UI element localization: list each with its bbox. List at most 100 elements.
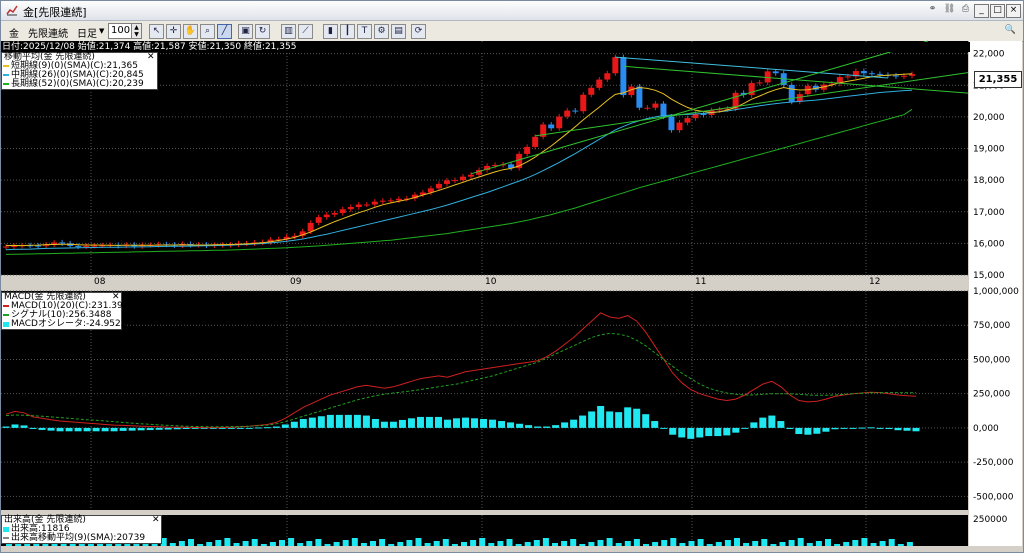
unlink-icon[interactable]: ⛓ (943, 4, 956, 14)
candle-body (764, 71, 771, 83)
close-button[interactable]: × (1006, 4, 1021, 18)
volume-bar (15, 542, 22, 546)
macd-osc-bar (741, 427, 749, 429)
macd-legend-macd-label: MACD(10)(20)(C):231.3965 (11, 301, 135, 311)
candle-body (35, 245, 42, 247)
trend-line-icon[interactable]: ⟋ (298, 24, 313, 39)
ma-legend-long: 長期線(52)(0)(SMA)(C):20,239 (2, 80, 157, 89)
macd-osc-bar (65, 427, 73, 432)
volume-bar (770, 544, 777, 546)
volume-bar (743, 543, 750, 546)
candle-body (451, 180, 458, 182)
sync-icon[interactable]: ⟳ (411, 24, 426, 39)
text-icon[interactable]: T (357, 24, 372, 39)
candle-body (532, 136, 539, 147)
volume-bar (806, 543, 813, 546)
macd-osc-bar (822, 427, 830, 432)
maximize-button[interactable]: □ (990, 4, 1005, 18)
candle-icon[interactable]: ┃ (340, 24, 355, 39)
signal-line (5, 332, 916, 428)
pointer-icon[interactable]: ↖ (149, 24, 164, 39)
macd-tick-label: 250,000 (973, 390, 1010, 400)
refresh-icon[interactable]: ↻ (255, 24, 270, 39)
volume-bar (78, 542, 85, 546)
window-title: 金[先限連続] (23, 6, 87, 19)
volume-legend-ma: 出来高移動平均(9)(SMA):20739 (2, 534, 161, 543)
macd-osc-bar (534, 426, 542, 428)
window-icon[interactable]: ▣ (238, 24, 253, 39)
macd-legend[interactable]: MACD(金 先限連続) ✕ MACD(10)(20)(C):231.3965 … (1, 292, 134, 330)
chart-type-icon[interactable]: ▥ (281, 24, 296, 39)
volume-bar (178, 541, 185, 546)
volume-tick-label: 250000 (973, 515, 1008, 525)
volume-bar (888, 539, 895, 546)
layout-icon[interactable]: ▤ (391, 24, 406, 39)
macd-panel (1, 291, 968, 510)
bar-count-spinner[interactable]: ▲ ▼ (131, 23, 142, 39)
close-icon[interactable]: ✕ (147, 52, 155, 62)
macd-osc-bar (11, 424, 19, 428)
ma-legend[interactable]: 移動平均(金 先限連続) ✕ 短期線(9)(0)(SMA)(C):21,365 … (1, 52, 158, 90)
volume-bar (360, 543, 367, 546)
volume-bar (715, 542, 722, 546)
volume-bar (42, 543, 49, 546)
crosshair-icon[interactable]: ✛ (166, 24, 181, 39)
macd-osc-bar (353, 414, 361, 428)
x-tick-label: 10 (485, 277, 497, 287)
macd-osc-bar (687, 427, 695, 439)
volume-bar (688, 541, 695, 546)
candle-body (676, 122, 683, 131)
contract-selector[interactable]: 先限連続 (28, 29, 68, 40)
candle-body (419, 192, 426, 195)
link-icon[interactable]: ⚭ (928, 4, 937, 14)
ma-legend-title: 移動平均(金 先限連続) (4, 52, 95, 62)
candle-body (620, 57, 627, 96)
symbol-selector[interactable]: 金 (9, 29, 19, 40)
volume-bar (306, 541, 313, 546)
hand-icon[interactable]: ✋ (183, 24, 198, 39)
macd-osc-bar (597, 405, 605, 428)
macd-osc-bar (705, 427, 713, 437)
period-dropdown-icon[interactable]: ▼ (99, 27, 105, 35)
macd-tick-label: -500,000 (973, 492, 1014, 502)
candle-body (363, 204, 370, 206)
candle-body (909, 74, 915, 76)
macd-osc-bar (20, 425, 28, 428)
candle-body (868, 73, 875, 75)
macd-tick-label: -250,000 (973, 458, 1014, 468)
candle-body (588, 87, 595, 95)
candle-body (660, 103, 667, 117)
print-icon[interactable]: ⎙ (961, 4, 970, 14)
macd-osc-bar (299, 418, 307, 428)
close-icon[interactable]: ✕ (152, 515, 160, 525)
candle-body (524, 146, 531, 154)
candle-body (892, 75, 899, 77)
bar-chart-icon[interactable]: ▮ (323, 24, 338, 39)
candle-body (516, 153, 523, 169)
candle-body (403, 198, 410, 200)
macd-osc-bar (579, 415, 587, 428)
volume-bar (615, 543, 622, 546)
volume-bar (160, 538, 167, 546)
period-selector[interactable]: 日足 (77, 29, 97, 40)
candle-body (572, 110, 579, 112)
title-bar: 金[先限連続] ⚭ ⛓ ⎙ _ □ × (1, 1, 1023, 21)
macd-osc-bar (110, 427, 118, 432)
volume-legend[interactable]: 出来高(金 先限連続) ✕ 出来高:11816 出来高移動平均(9)(SMA):… (1, 515, 162, 544)
minimize-button[interactable]: _ (974, 4, 989, 18)
volume-legend-title: 出来高(金 先限連続) (4, 515, 86, 525)
search-icon[interactable]: 🔍 (1004, 25, 1017, 35)
close-icon[interactable]: ✕ (112, 292, 120, 302)
macd-osc-bar (750, 422, 758, 428)
macd-osc-bar (200, 427, 208, 429)
settings-icon[interactable]: ⚙ (374, 24, 389, 39)
draw-icon[interactable]: ╱ (217, 24, 232, 39)
volume-bar (397, 542, 404, 546)
zoom-icon[interactable]: ⌕ (200, 24, 215, 39)
candle-body (596, 79, 603, 88)
macd-osc-bar (317, 416, 325, 428)
macd-osc-bar (83, 427, 91, 432)
volume-bar (624, 541, 631, 546)
macd-osc-bar (840, 427, 848, 429)
